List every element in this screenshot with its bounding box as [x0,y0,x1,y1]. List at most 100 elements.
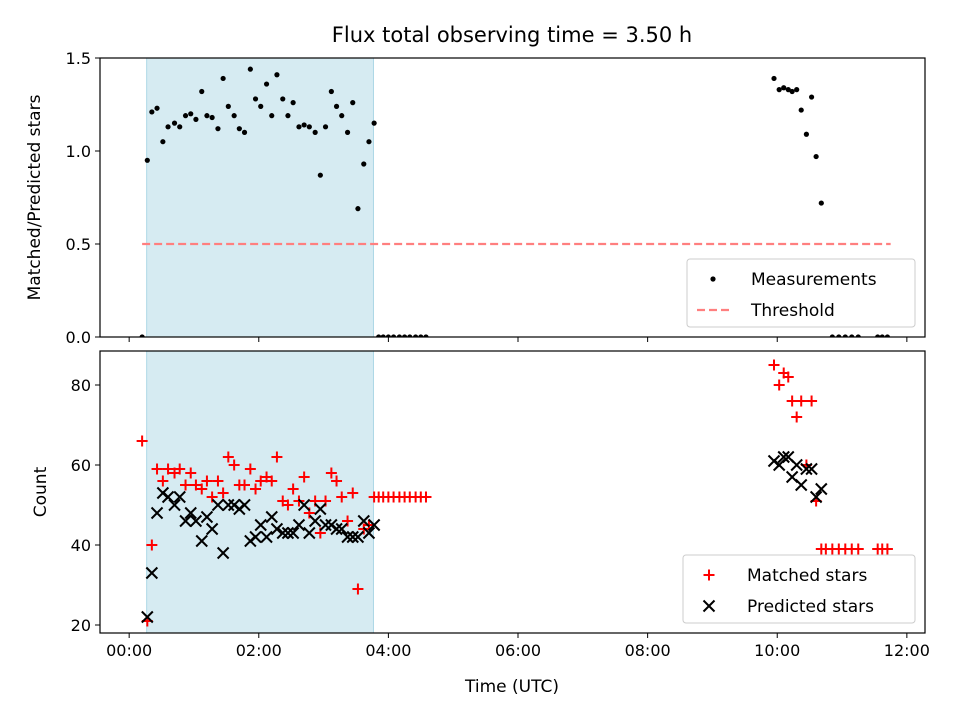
data-point [842,334,848,337]
y-tick-label: 80 [71,376,91,395]
x-tick-label: 10:00 [754,641,800,660]
top-panel: 0.0 0.5 1.0 1.5 Matched/Predicted stars Measu… [25,49,926,347]
legend-label: Threshold [750,301,835,321]
data-point [188,111,194,117]
data-point [258,103,264,109]
data-point [231,113,237,119]
data-point [341,530,354,544]
data-point [274,72,280,78]
data-point [768,359,780,371]
data-point [165,124,171,130]
data-point [303,526,316,540]
data-point [813,153,819,160]
data-point [238,498,251,512]
y-tick-label: 0.5 [66,235,91,254]
data-point [190,479,202,491]
data-point [342,515,354,527]
data-point [193,116,199,122]
data-point [330,522,343,536]
data-point [146,539,158,551]
x-tick-label: 00:00 [106,641,152,660]
x-tick-label: 06:00 [495,641,541,660]
data-point [285,113,291,119]
data-point [174,463,186,475]
data-point [884,334,891,337]
data-point [160,139,166,145]
data-point [249,530,262,544]
data-point [875,334,881,337]
data-point [270,522,284,536]
data-point [150,506,164,520]
data-point [317,172,323,178]
data-point [195,534,208,548]
legend: Matched stars Predicted stars [682,554,916,624]
data-point [281,526,295,540]
data-point [241,129,248,135]
legend-marker [710,276,716,282]
data-point [151,463,163,475]
data-point [818,200,824,206]
y-axis-label: Count [31,466,51,517]
data-point [335,522,348,536]
data-point [157,475,169,487]
data-point [205,522,219,536]
x-tick-label: 12:00 [884,641,930,660]
data-point [263,81,270,87]
series-measurements [139,66,891,337]
data-point [266,475,278,487]
data-point [189,514,203,528]
data-point [287,483,299,495]
data-point [420,491,432,503]
data-point [297,498,311,512]
data-point [247,66,253,72]
data-point [312,129,318,135]
y-tick-label: 20 [71,616,91,635]
legend-label: Measurements [751,270,877,290]
data-point [271,451,283,463]
y-axis-label: Matched/Predicted stars [25,94,45,300]
data-point [782,371,794,383]
y-tick-label: 40 [71,536,91,555]
data-point [196,483,208,495]
data-point [829,334,835,337]
data-point [407,334,413,337]
data-point [344,129,351,135]
data-point [168,498,181,512]
data-point [141,610,154,624]
observing-window-span [146,57,374,338]
data-point [179,514,192,528]
data-point [795,395,807,407]
data-point [777,450,790,464]
data-point [228,459,240,471]
data-point [376,334,382,337]
legend: Measurements Threshold [686,258,916,328]
data-point [173,490,186,504]
data-point [204,113,210,119]
legend-label: Predicted stars [747,597,874,617]
data-point [385,334,391,337]
legend-box [682,554,916,624]
data-point [236,126,242,132]
data-point [339,113,345,119]
chart-title: Flux total observing time = 3.50 h [332,23,692,47]
data-point [849,334,855,337]
data-point [413,334,419,337]
data-point [161,490,175,504]
data-point [808,94,815,100]
data-point [201,475,213,487]
data-point [200,510,214,524]
data-point [771,75,777,82]
data-point [380,334,386,337]
series-predicted-stars [141,450,828,624]
data-point [255,475,267,487]
data-point [773,379,785,391]
data-point [215,126,221,132]
data-point [180,479,192,491]
data-point [357,514,370,528]
data-point [352,583,364,595]
y-tick-label: 1.5 [66,49,91,68]
x-tick-label: 08:00 [625,641,671,660]
data-point [423,334,429,337]
data-point [790,458,803,472]
